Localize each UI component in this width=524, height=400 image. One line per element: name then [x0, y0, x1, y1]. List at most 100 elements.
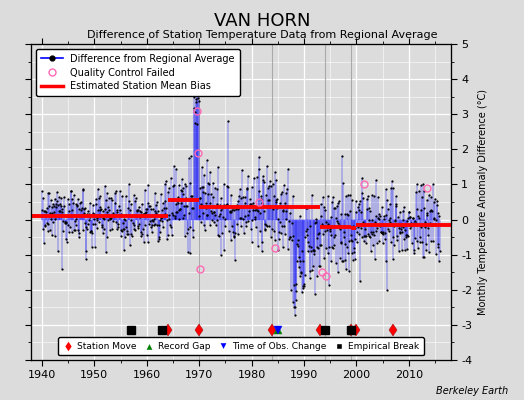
Point: [421, 218, 429, 225]
Point: [151, 190, 159, 196]
Point: [178, 176, 187, 182]
Point: [220, 202, 228, 208]
Point: [152, 202, 160, 208]
Point: [55, 212, 63, 218]
Point: [161, 198, 170, 204]
Point: [231, 256, 239, 263]
Point: [310, 251, 318, 257]
Point: [96, 193, 104, 200]
Point: [236, 215, 244, 222]
Point: [245, 208, 254, 214]
Point: [278, 207, 287, 213]
Point: [144, 238, 152, 245]
Point: [71, 200, 80, 207]
Point: [153, 199, 161, 206]
Point: [238, 166, 246, 173]
Point: [220, 247, 228, 253]
Point: [362, 233, 370, 240]
Point: [149, 218, 157, 224]
Point: [403, 246, 412, 252]
Point: [375, 216, 383, 222]
Point: [340, 229, 348, 235]
Point: [282, 190, 290, 196]
Point: [345, 268, 354, 274]
Point: [293, 236, 302, 243]
Point: [417, 207, 425, 213]
Point: [134, 225, 143, 232]
Point: [322, 227, 331, 233]
Point: [194, 90, 202, 96]
Point: [396, 208, 404, 215]
Point: [39, 208, 48, 214]
Point: [419, 205, 428, 212]
Point: [59, 228, 68, 234]
Point: [133, 207, 141, 214]
Point: [422, 247, 430, 253]
Point: [432, 198, 441, 204]
Point: [152, 222, 161, 229]
Point: [332, 260, 340, 266]
Point: [123, 231, 132, 237]
Point: [43, 220, 51, 226]
Point: [176, 216, 184, 222]
Point: [42, 213, 50, 220]
Point: [52, 204, 61, 210]
Point: [209, 180, 217, 186]
Point: [221, 222, 230, 229]
Point: [207, 208, 215, 214]
Point: [50, 209, 58, 215]
Point: [391, 201, 400, 208]
Point: [283, 204, 291, 210]
Point: [162, 236, 171, 242]
Point: [333, 220, 342, 226]
Point: [435, 248, 444, 254]
Point: [101, 182, 110, 189]
Point: [429, 238, 438, 244]
Point: [92, 200, 100, 207]
Point: [408, 240, 416, 246]
Point: [191, 96, 200, 102]
Point: [295, 264, 303, 270]
Point: [341, 241, 349, 248]
Point: [185, 155, 193, 161]
Point: [178, 188, 186, 194]
Point: [300, 283, 309, 289]
Point: [407, 220, 416, 226]
Point: [419, 254, 427, 260]
Point: [294, 242, 302, 249]
Point: [294, 254, 303, 260]
Point: [373, 224, 381, 231]
Point: [265, 222, 274, 229]
Point: [126, 230, 135, 237]
Point: [216, 207, 225, 214]
Point: [99, 230, 107, 236]
Point: [264, 197, 272, 203]
Point: [97, 206, 105, 212]
Point: [422, 241, 430, 248]
Point: [43, 228, 52, 234]
Point: [224, 203, 233, 210]
Point: [250, 203, 258, 209]
Point: [172, 209, 181, 215]
Point: [54, 194, 63, 200]
Point: [41, 222, 50, 229]
Point: [67, 188, 75, 194]
Point: [238, 204, 247, 210]
Legend: Station Move, Record Gap, Time of Obs. Change, Empirical Break: Station Move, Record Gap, Time of Obs. C…: [58, 338, 424, 356]
Point: [307, 268, 315, 274]
Point: [156, 217, 164, 223]
Point: [372, 228, 380, 234]
Point: [191, 120, 200, 126]
Point: [69, 212, 78, 218]
Point: [167, 223, 175, 230]
Point: [260, 226, 269, 232]
Point: [396, 229, 404, 236]
Point: [389, 234, 398, 241]
Point: [231, 229, 239, 236]
Point: [333, 218, 341, 224]
Point: [105, 227, 114, 233]
Point: [129, 192, 138, 198]
Point: [144, 182, 152, 188]
Point: [358, 175, 366, 181]
Point: [212, 221, 221, 228]
